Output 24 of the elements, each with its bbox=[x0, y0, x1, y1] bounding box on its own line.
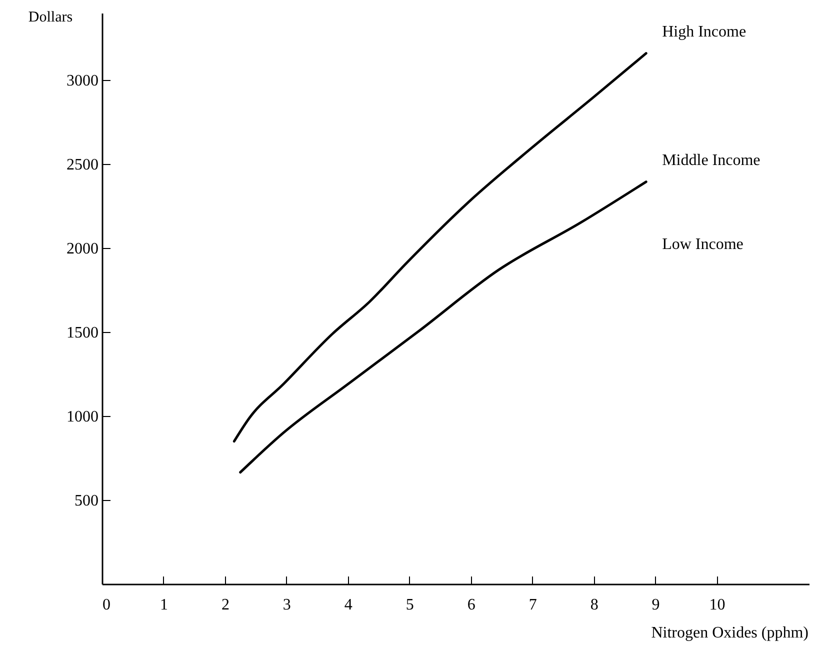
y-axis-title: Dollars bbox=[28, 10, 73, 26]
x-tick-label: 4 bbox=[344, 596, 352, 614]
series-label: Middle Income bbox=[662, 152, 760, 169]
x-axis-title: Nitrogen Oxides (pphm) bbox=[651, 624, 808, 642]
y-tick-label: 3000 bbox=[66, 72, 98, 90]
y-tick-label: 2000 bbox=[66, 240, 98, 258]
x-tick-label: 10 bbox=[709, 596, 726, 614]
x-tick-label: 8 bbox=[590, 596, 598, 614]
x-tick-label: 3 bbox=[282, 596, 291, 614]
x-tick-label: 2 bbox=[221, 596, 230, 614]
x-tick-label: 5 bbox=[406, 596, 414, 614]
series-label: High Income bbox=[662, 23, 746, 40]
line-series bbox=[232, 52, 648, 442]
y-tick-label: 1500 bbox=[66, 324, 98, 342]
annotation: Low Income bbox=[662, 236, 744, 253]
x-tick-label: 6 bbox=[467, 596, 476, 614]
x-tick-label: 1 bbox=[160, 596, 168, 614]
y-tick-label: 2500 bbox=[66, 156, 98, 174]
x-tick-label: 7 bbox=[528, 596, 537, 614]
x-tick-label: 9 bbox=[652, 596, 660, 614]
x-tick-label: 0 bbox=[102, 596, 110, 614]
y-tick-label: 1000 bbox=[66, 408, 98, 426]
y-tick-label: 500 bbox=[74, 492, 98, 510]
line-series bbox=[239, 180, 648, 474]
